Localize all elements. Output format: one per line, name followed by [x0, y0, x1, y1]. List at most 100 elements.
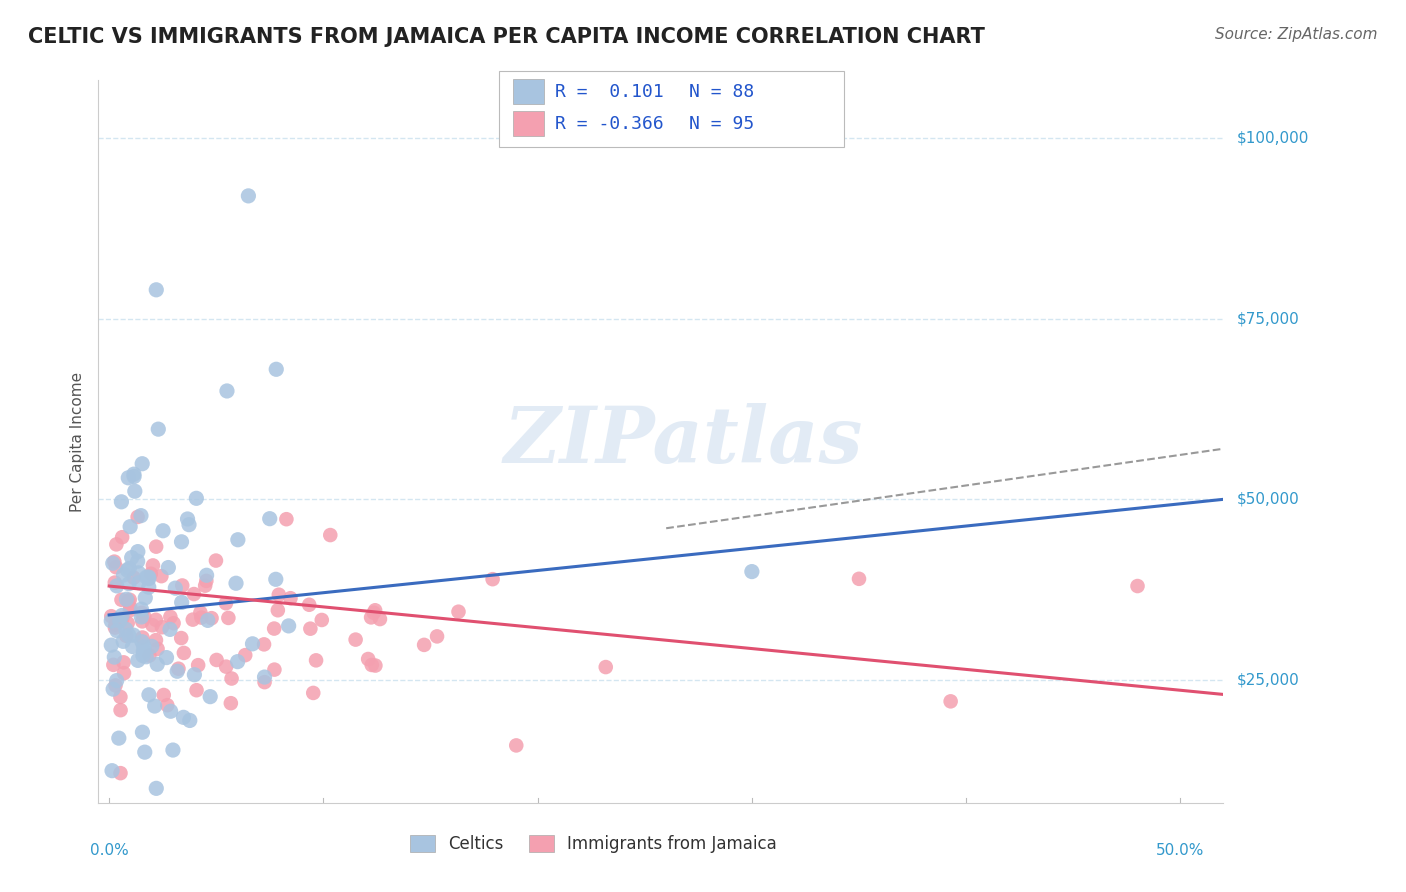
Point — [267, 603, 290, 617]
Text: 50.0%: 50.0% — [1156, 843, 1205, 857]
Point — [200, 611, 222, 625]
Text: R = -0.366: R = -0.366 — [555, 115, 664, 133]
Point — [152, 524, 174, 538]
Point — [167, 662, 190, 676]
Point — [277, 619, 299, 633]
Point — [122, 469, 145, 483]
Point — [104, 575, 127, 590]
Point — [131, 631, 153, 645]
Point — [156, 698, 179, 713]
Point — [426, 629, 449, 643]
Point — [264, 572, 287, 586]
Point — [170, 534, 193, 549]
Point — [108, 614, 131, 628]
Point — [215, 384, 238, 398]
Point — [122, 467, 145, 482]
Point — [118, 628, 141, 642]
Point — [143, 699, 166, 714]
Point — [100, 638, 122, 652]
Point — [146, 657, 169, 672]
Point — [129, 508, 152, 523]
Point — [118, 576, 141, 591]
Point — [135, 570, 157, 584]
Point — [226, 533, 249, 547]
Point — [105, 579, 128, 593]
Text: $50,000: $50,000 — [1237, 491, 1299, 507]
Point — [939, 694, 962, 708]
Point — [259, 511, 281, 525]
Point — [166, 665, 188, 679]
Point — [101, 764, 124, 778]
Point — [128, 566, 150, 580]
Point — [217, 611, 239, 625]
Point — [368, 612, 391, 626]
Point — [117, 563, 139, 577]
Point — [186, 683, 208, 698]
Point — [104, 618, 127, 632]
Point — [413, 638, 436, 652]
Point — [127, 510, 149, 524]
Point — [194, 579, 217, 593]
Point — [253, 675, 276, 690]
Point — [298, 598, 321, 612]
Point — [110, 592, 132, 607]
Point — [179, 714, 201, 728]
Point — [127, 554, 149, 568]
Point — [159, 610, 181, 624]
Point — [132, 640, 155, 654]
Point — [145, 540, 167, 554]
Point — [364, 658, 387, 673]
Text: $100,000: $100,000 — [1237, 130, 1309, 145]
Point — [103, 555, 125, 569]
Point — [360, 610, 382, 624]
Point — [267, 588, 290, 602]
Point — [112, 666, 135, 681]
Text: N = 95: N = 95 — [689, 115, 754, 133]
Point — [276, 512, 298, 526]
Point — [121, 640, 143, 654]
Point — [148, 422, 170, 436]
Point — [132, 648, 155, 663]
Text: $75,000: $75,000 — [1237, 311, 1299, 326]
Point — [205, 653, 228, 667]
Legend: Celtics, Immigrants from Jamaica: Celtics, Immigrants from Jamaica — [404, 828, 783, 860]
Point — [124, 484, 146, 499]
Point — [134, 591, 156, 605]
Point — [242, 637, 264, 651]
Point — [152, 688, 174, 702]
Point — [131, 634, 153, 648]
Point — [195, 574, 218, 588]
Point — [481, 572, 503, 586]
Point — [141, 640, 163, 654]
Point — [170, 595, 193, 609]
Point — [190, 610, 212, 624]
Point — [115, 622, 138, 636]
Point — [165, 581, 187, 595]
Point — [112, 656, 135, 670]
Point — [127, 544, 149, 558]
Point — [103, 657, 125, 672]
Point — [138, 580, 160, 594]
Point — [117, 616, 139, 631]
Point — [145, 781, 167, 796]
Point — [115, 629, 138, 643]
Point — [110, 766, 132, 780]
Point — [848, 572, 870, 586]
Point — [112, 568, 135, 582]
Point — [104, 621, 127, 635]
Point — [121, 550, 143, 565]
Point — [364, 603, 387, 617]
Point — [139, 566, 162, 581]
Point — [360, 657, 382, 672]
Point — [112, 634, 135, 648]
Point — [108, 731, 131, 746]
Point — [159, 623, 181, 637]
Point — [319, 528, 342, 542]
Point — [221, 672, 243, 686]
Point — [101, 556, 124, 570]
Point — [183, 587, 205, 601]
Point — [111, 530, 134, 544]
Point — [150, 620, 173, 634]
Point — [280, 591, 302, 606]
Point — [100, 609, 122, 624]
